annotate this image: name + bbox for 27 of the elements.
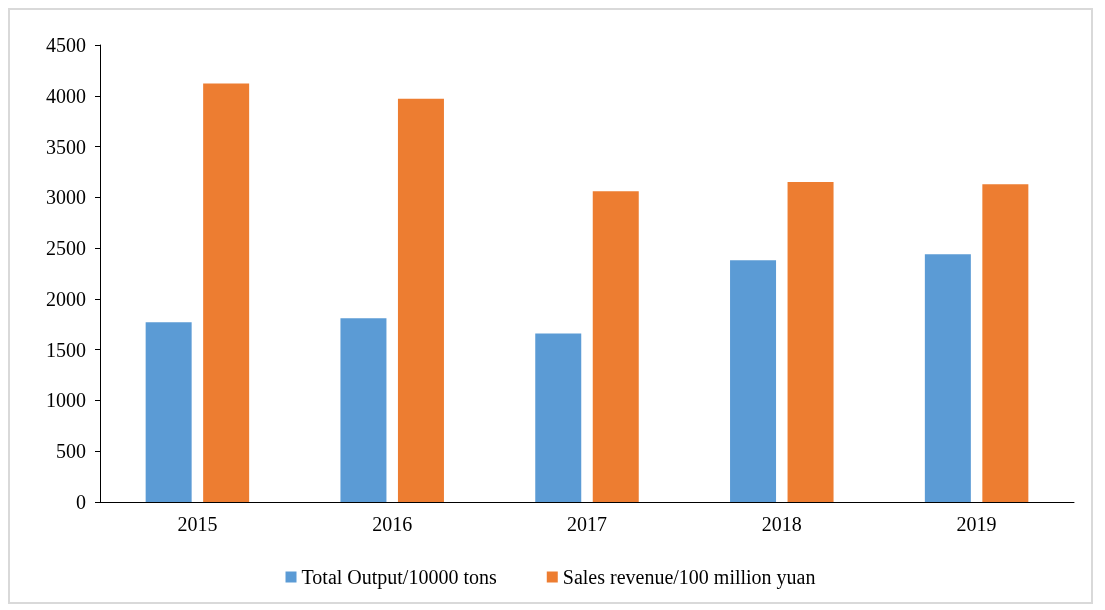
- x-tick-label: 2017: [567, 513, 607, 535]
- y-tick-label: 4500: [46, 34, 86, 56]
- bar: [730, 260, 777, 502]
- bar: [203, 83, 250, 502]
- x-tick-label: 2016: [372, 513, 413, 535]
- y-tick-label: 3500: [46, 135, 86, 158]
- x-tick-label: 2018: [761, 513, 802, 535]
- bar: [924, 254, 971, 502]
- bar: [592, 191, 639, 502]
- x-tick-label: 2019: [956, 513, 997, 535]
- y-tick-label: 0: [76, 491, 86, 513]
- y-tick-label: 1500: [46, 338, 86, 361]
- bar: [397, 98, 444, 502]
- legend-label: Total Output/10000 tons: [301, 566, 497, 589]
- bar: [145, 322, 192, 502]
- legend-label: Sales revenue/100 million yuan: [562, 566, 816, 589]
- bar: [787, 182, 834, 502]
- bar: [982, 184, 1029, 502]
- y-tick-label: 4000: [46, 84, 86, 107]
- bar: [535, 333, 582, 502]
- x-tick-label: 2015: [177, 513, 218, 535]
- bar: [340, 318, 387, 502]
- y-tick-label: 3000: [46, 186, 86, 209]
- y-tick-label: 500: [56, 440, 86, 463]
- y-tick-label: 1000: [46, 389, 86, 412]
- y-tick-label: 2000: [46, 287, 86, 310]
- y-tick-label: 2500: [46, 237, 86, 260]
